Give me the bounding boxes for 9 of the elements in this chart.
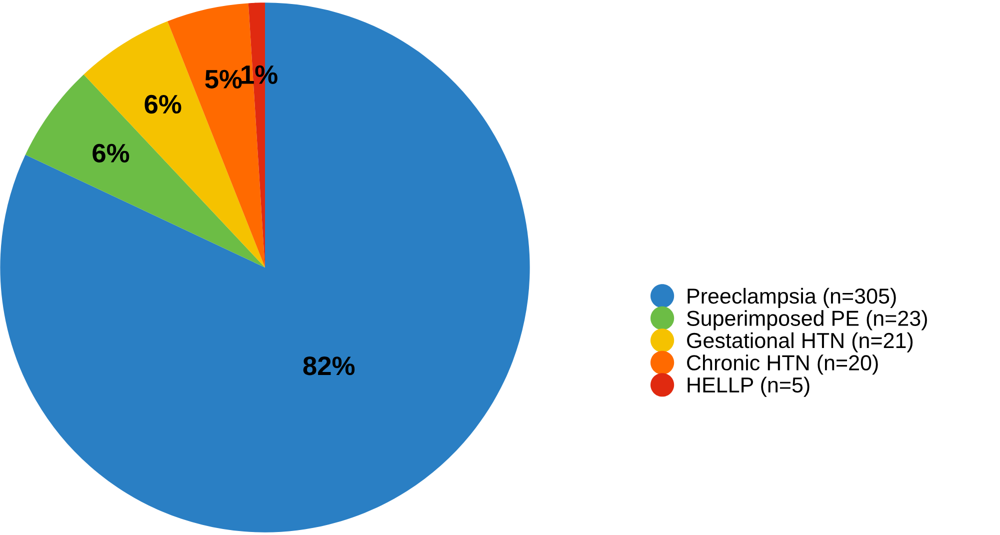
legend-label: HELLP (n=5): [688, 376, 810, 397]
legend-label: Superimposed PE (n=23): [686, 310, 927, 330]
data-label: 5%: [205, 70, 242, 88]
data-label: 6%: [92, 144, 130, 163]
legend-label: Preeclampsia (n=305): [688, 288, 896, 308]
data-label: 82%: [303, 356, 355, 376]
legend-label: Chronic HTN (n=20): [687, 354, 878, 375]
data-label: 6%: [144, 94, 182, 114]
legend-label: Gestational HTN (n=21): [687, 332, 913, 352]
